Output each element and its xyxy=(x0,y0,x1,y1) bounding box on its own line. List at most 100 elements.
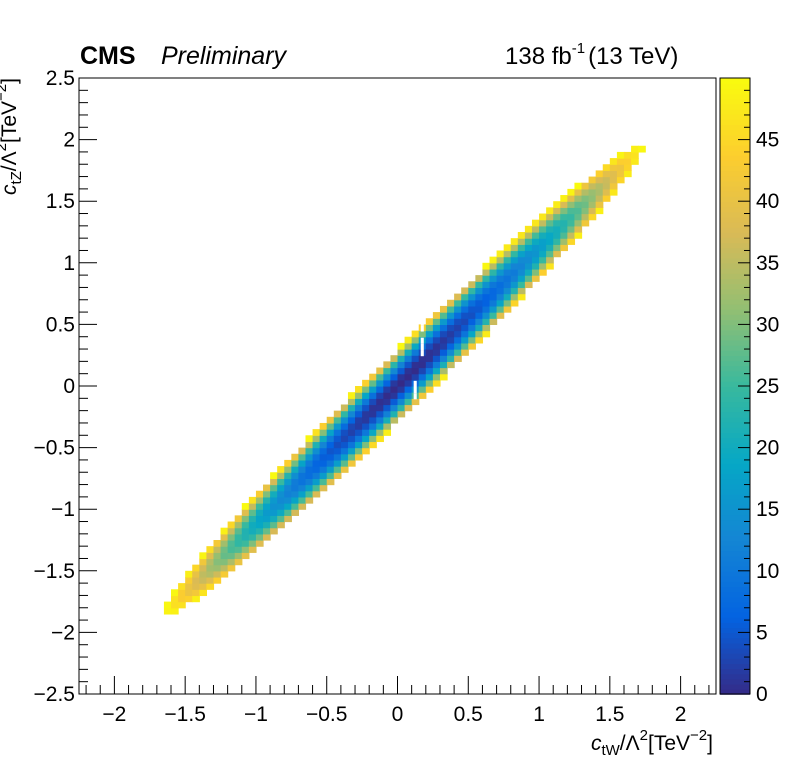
heatmap-cell xyxy=(227,558,236,566)
heatmap-cell xyxy=(411,349,420,356)
heatmap-cell xyxy=(489,268,498,276)
heatmap-cell xyxy=(588,195,597,202)
heatmap-cell xyxy=(383,422,392,430)
heatmap-cell xyxy=(241,546,250,553)
heatmap-cell xyxy=(496,312,505,319)
heatmap-cell xyxy=(270,503,278,510)
color-scale-segment xyxy=(720,144,750,151)
color-scale-segment xyxy=(720,273,750,279)
heatmap-cell xyxy=(248,496,257,504)
heatmap-cell xyxy=(475,330,484,338)
heatmap-cell xyxy=(461,293,469,301)
color-scale-segment xyxy=(720,396,750,403)
heatmap-cell xyxy=(248,515,257,523)
heatmap-cell xyxy=(418,386,427,393)
x-tick-label: 0.5 xyxy=(454,703,483,726)
heatmap-cell xyxy=(355,398,363,406)
heatmap-cell xyxy=(439,373,448,381)
heatmap-cell xyxy=(602,170,611,178)
heatmap-cell xyxy=(192,564,200,572)
color-scale-segment xyxy=(720,473,750,480)
y-tick-label: 1.5 xyxy=(46,190,75,213)
heatmap-cell xyxy=(602,182,611,190)
heatmap-cell xyxy=(503,275,512,282)
heatmap-cell xyxy=(595,195,604,202)
heatmap-cell xyxy=(553,201,561,208)
heatmap-cell xyxy=(192,576,200,584)
heatmap-cell xyxy=(390,367,399,375)
color-scale-segment xyxy=(720,622,750,629)
heatmap-cell xyxy=(298,453,307,461)
blank-cell xyxy=(420,350,424,357)
y-tick-label: 0 xyxy=(63,375,75,398)
color-scale-segment xyxy=(720,483,750,490)
heatmap-cell xyxy=(517,275,526,282)
heatmap-cell xyxy=(425,342,434,350)
heatmap-cell xyxy=(432,349,441,356)
heatmap-cell xyxy=(468,330,476,338)
heatmap-cell xyxy=(489,275,498,282)
heatmap-cell xyxy=(510,238,519,245)
heatmap-cell xyxy=(369,410,377,418)
heatmap-cell xyxy=(199,564,207,572)
heatmap-cell xyxy=(602,176,611,184)
heatmap-cell xyxy=(333,429,342,436)
heatmap-cell xyxy=(539,232,547,239)
heatmap-cell xyxy=(347,429,356,436)
color-scale-segment xyxy=(720,355,750,362)
heatmap-cell xyxy=(454,299,462,307)
heatmap-cell xyxy=(319,422,328,430)
heatmap-cell xyxy=(475,312,484,319)
heatmap-cell xyxy=(531,225,540,233)
heatmap-cell xyxy=(524,275,533,282)
heatmap-cell xyxy=(425,373,434,381)
color-scale-segment xyxy=(720,339,750,346)
heatmap-cell xyxy=(206,576,215,584)
heatmap-cell xyxy=(546,207,554,215)
heatmap-cell xyxy=(602,164,611,171)
y-tick-label: 2 xyxy=(63,129,75,152)
heatmap-cell xyxy=(234,515,243,523)
heatmap-cell xyxy=(454,293,462,301)
heatmap-cell xyxy=(255,533,264,541)
color-scale-segment xyxy=(720,175,750,182)
heatmap-cell xyxy=(454,336,462,344)
y-tick-label: 2.5 xyxy=(46,67,75,90)
heatmap-cell xyxy=(305,453,314,461)
heatmap-cell xyxy=(383,410,392,418)
heatmap-cell xyxy=(355,447,363,455)
color-scale-segment xyxy=(720,134,750,141)
blank-cell xyxy=(413,380,417,387)
heatmap-cell xyxy=(418,392,427,399)
heatmap-cell xyxy=(192,595,200,603)
heatmap-cell xyxy=(234,558,243,566)
heatmap-cell xyxy=(355,422,363,430)
heatmap-cell xyxy=(432,330,441,338)
heatmap-cell xyxy=(517,262,526,270)
heatmap-cell xyxy=(418,361,427,369)
heatmap-cell xyxy=(171,601,179,609)
heatmap-cell xyxy=(482,275,491,282)
heatmap-cell xyxy=(531,268,540,276)
heatmap-cell xyxy=(347,404,356,412)
heatmap-cell xyxy=(298,484,307,492)
heatmap-cell xyxy=(206,570,215,578)
heatmap-cell xyxy=(510,256,519,264)
color-scale-segment xyxy=(720,457,750,464)
heatmap-cell xyxy=(213,552,222,560)
color-scale-segment xyxy=(720,498,750,505)
heatmap-cell xyxy=(326,416,335,424)
heatmap-cell xyxy=(489,287,498,295)
heatmap-cell xyxy=(369,392,377,399)
heatmap-cell xyxy=(546,238,554,245)
heatmap-cell xyxy=(362,392,370,399)
heatmap-cell xyxy=(503,305,512,313)
blank-cells xyxy=(406,319,424,424)
heatmap-cell xyxy=(347,416,356,424)
heatmap-cell xyxy=(531,275,540,282)
heatmap-cell xyxy=(241,515,250,523)
heatmap-cell xyxy=(298,466,307,473)
heatmap-cell xyxy=(404,349,413,356)
heatmap-cell xyxy=(454,324,462,332)
heatmap-cell xyxy=(546,250,554,258)
